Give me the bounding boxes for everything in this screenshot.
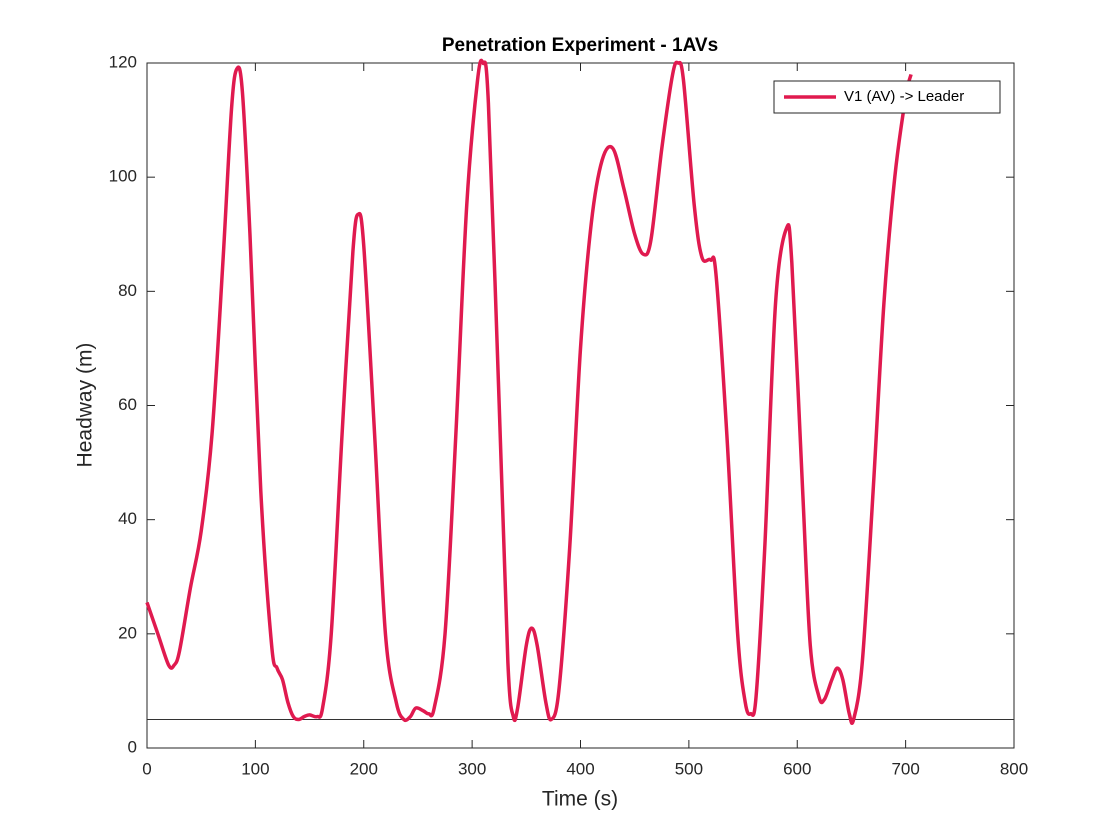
x-tick-label: 300 [458, 759, 486, 778]
x-tick-label: 800 [1000, 759, 1028, 778]
x-tick-label: 400 [566, 759, 594, 778]
y-tick-label: 40 [118, 509, 137, 528]
x-tick-label: 100 [241, 759, 269, 778]
y-tick-label: 20 [118, 623, 137, 642]
x-tick-label: 700 [891, 759, 919, 778]
x-tick-label: 0 [142, 759, 151, 778]
y-tick-label: 60 [118, 395, 137, 414]
y-tick-label: 120 [109, 52, 137, 71]
x-tick-label: 600 [783, 759, 811, 778]
data-line [145, 58, 913, 725]
x-axis-label: Time (s) [542, 788, 618, 811]
legend-label: V1 (AV) -> Leader [844, 88, 964, 105]
y-tick-label: 0 [128, 737, 137, 756]
plot-area [146, 62, 1015, 749]
y-axis-label: Headway (m) [74, 343, 97, 468]
x-tick-label: 500 [675, 759, 703, 778]
x-tick-label: 200 [350, 759, 378, 778]
y-tick-label: 100 [109, 167, 137, 186]
chart-title: Penetration Experiment - 1AVs [442, 35, 718, 56]
y-tick-label: 80 [118, 281, 137, 300]
